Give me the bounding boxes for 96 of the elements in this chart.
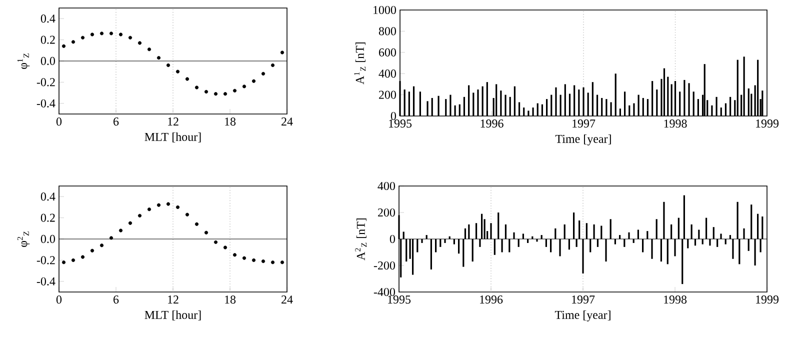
point [204,230,208,234]
point [100,32,104,36]
point [270,63,275,68]
y-tick-label: 0 [390,234,396,244]
x-tick-label: 1998 [664,120,687,128]
point [118,32,123,36]
x-tick-label: 1997 [572,120,596,128]
point [252,79,256,83]
point [62,260,66,264]
point [90,32,94,36]
x-axis-title: MLT [hour] [144,132,201,142]
point [71,40,76,44]
x-axis-title: Time [year] [555,134,611,146]
y-tick-label: 0.4 [40,192,56,201]
point [242,256,246,260]
point [109,32,114,36]
x-tick-label: 1998 [664,296,687,304]
x-tick-label: 0 [56,296,62,304]
point [71,258,76,262]
y-tick-label: -0.4 [36,277,56,286]
x-tick-label: 18 [225,118,236,126]
point [156,56,161,60]
y-tick-label: -0.2 [36,256,55,264]
x-tick-label: 18 [225,296,236,304]
point [185,212,190,216]
point [223,92,228,96]
point [185,77,190,81]
y-tick-label: 0.2 [40,36,55,44]
point [214,92,218,96]
point [223,246,228,250]
y-tick-label: 400 [378,70,396,78]
point [100,244,104,248]
x-tick-label: 1999 [756,120,779,128]
point [280,50,284,54]
point [109,236,114,240]
y-axis-title: A$^{2}$$_{Z}$ [nT] [355,218,367,260]
y-axis-title: φ$^{2}$Z [17,232,30,247]
point [128,36,132,40]
y-axis-title: A$^{1}$$_{Z}$ [nT] [354,42,366,84]
x-tick-label: 1995 [388,296,411,304]
point [261,259,266,264]
point [204,90,208,94]
point [194,222,199,226]
x-tick-label: 1996 [480,120,504,128]
point [232,253,237,257]
point [166,63,170,68]
x-tick-label: 1999 [756,296,779,304]
y-tick-label: -0.4 [36,99,56,108]
point [261,72,266,76]
x-tick-label: 6 [114,118,119,126]
x-tick-label: 6 [114,296,119,304]
point [156,203,161,207]
point [280,260,284,264]
point [270,260,275,264]
x-tick-label: 1995 [389,120,412,128]
x-axis-title: Time [year] [554,310,610,322]
x-tick-label: 24 [282,296,293,304]
point [176,205,180,209]
point [214,240,218,244]
point [147,208,152,212]
point [147,48,152,52]
point [118,228,123,232]
point [252,258,256,262]
x-tick-label: 1997 [572,296,595,304]
point [166,202,170,206]
point [62,44,66,48]
y-tick-label: -200 [374,261,396,270]
y-tick-label: 200 [379,90,396,99]
x-tick-label: 1996 [480,296,503,304]
point [232,88,237,92]
y-tick-label: 1000 [374,6,396,14]
y-tick-label: -400 [374,288,396,296]
y-tick-label: 0.2 [40,214,55,222]
point [242,84,246,88]
point [176,70,180,74]
point [138,214,142,218]
y-tick-label: 200 [378,208,396,217]
x-tick-label: 12 [168,118,178,126]
point [128,221,132,225]
point [194,86,199,90]
y-tick-label: 400 [378,182,396,190]
point [90,248,94,252]
x-tick-label: 12 [168,296,178,304]
y-tick-label: 0.0 [40,56,56,66]
point [138,41,142,45]
x-axis-title: MLT [hour] [144,310,201,320]
y-tick-label: 0.4 [40,14,56,23]
x-tick-label: 0 [56,118,62,126]
point [80,36,85,40]
x-tick-label: 24 [282,118,293,126]
y-tick-label: 800 [378,27,396,36]
point [80,255,85,259]
y-axis-title: φ$^{1}$Z [17,54,30,69]
y-tick-label: 0.0 [40,234,56,244]
y-tick-label: 600 [378,48,396,56]
y-tick-label: -0.2 [36,78,55,86]
